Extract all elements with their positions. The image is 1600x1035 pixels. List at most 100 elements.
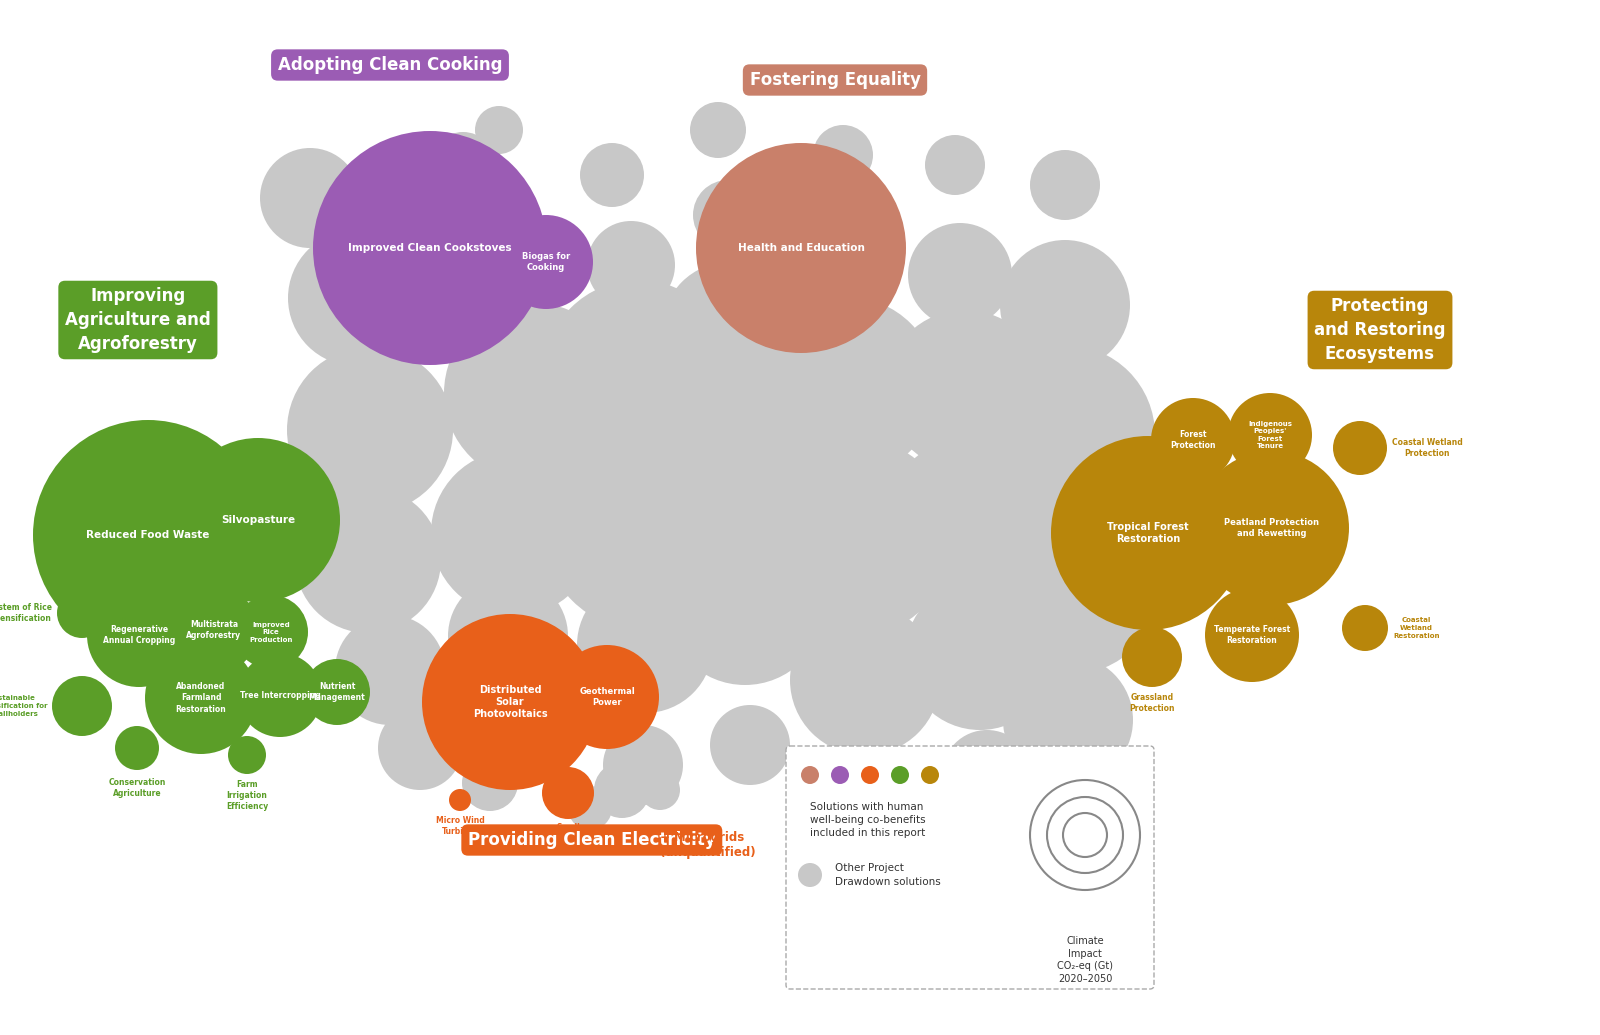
Text: Improved
Rice
Production: Improved Rice Production <box>250 621 293 643</box>
Text: Temperate Forest
Restoration: Temperate Forest Restoration <box>1214 625 1290 645</box>
FancyBboxPatch shape <box>786 746 1154 989</box>
Circle shape <box>568 786 611 830</box>
Text: Geothermal
Power: Geothermal Power <box>579 687 635 707</box>
Text: Fostering Equality: Fostering Equality <box>749 71 920 89</box>
Circle shape <box>304 659 370 724</box>
Circle shape <box>542 767 594 819</box>
Circle shape <box>238 653 322 737</box>
Circle shape <box>798 863 822 887</box>
Circle shape <box>314 131 547 365</box>
Circle shape <box>922 766 939 783</box>
Circle shape <box>973 485 1163 675</box>
Text: Silvopasture: Silvopasture <box>221 515 294 525</box>
Circle shape <box>1030 150 1101 220</box>
Text: Tree Intercropping: Tree Intercropping <box>240 690 320 700</box>
Circle shape <box>378 706 462 790</box>
Circle shape <box>587 221 675 309</box>
Circle shape <box>891 766 909 783</box>
Text: + Microgrids
(unquantified): + Microgrids (unquantified) <box>661 831 755 859</box>
Text: Health and Education: Health and Education <box>738 243 864 253</box>
Text: Improving
Agriculture and
Agroforestry: Improving Agriculture and Agroforestry <box>66 288 211 353</box>
Circle shape <box>974 345 1155 525</box>
Text: Nutrient
Management: Nutrient Management <box>309 682 365 702</box>
Text: Reduced Food Waste: Reduced Food Waste <box>86 530 210 540</box>
Circle shape <box>475 106 523 154</box>
Text: Improved Clean Cookstoves: Improved Clean Cookstoves <box>349 243 512 253</box>
Text: Forest
Protection: Forest Protection <box>1170 430 1216 450</box>
Circle shape <box>259 148 360 248</box>
Circle shape <box>662 262 798 398</box>
Circle shape <box>86 583 190 687</box>
Text: Coastal
Wetland
Restoration: Coastal Wetland Restoration <box>1394 618 1440 639</box>
Circle shape <box>294 487 442 633</box>
Circle shape <box>885 310 1045 470</box>
Circle shape <box>288 230 424 366</box>
Circle shape <box>638 367 834 563</box>
Text: Solutions with human
well-being co-benefits
included in this report: Solutions with human well-being co-benef… <box>810 802 926 838</box>
Circle shape <box>286 347 453 513</box>
Circle shape <box>1051 436 1245 630</box>
Circle shape <box>909 223 1013 327</box>
Text: Climate
Impact
CO₂-eq (Gt)
2020–2050: Climate Impact CO₂-eq (Gt) 2020–2050 <box>1058 937 1114 983</box>
Circle shape <box>1000 240 1130 369</box>
Text: Protecting
and Restoring
Ecosystems: Protecting and Restoring Ecosystems <box>1314 297 1446 362</box>
Circle shape <box>1150 398 1235 482</box>
Circle shape <box>334 615 445 724</box>
Circle shape <box>640 770 680 810</box>
Text: Abandoned
Farmland
Restoration: Abandoned Farmland Restoration <box>176 682 226 713</box>
Circle shape <box>1205 588 1299 682</box>
Circle shape <box>229 736 266 774</box>
Circle shape <box>542 430 742 630</box>
Circle shape <box>757 297 938 477</box>
Circle shape <box>594 762 650 818</box>
Circle shape <box>445 303 624 483</box>
Text: Farm
Irrigation
Efficiency: Farm Irrigation Efficiency <box>226 780 269 811</box>
Text: Micro Wind
Turbines: Micro Wind Turbines <box>435 816 485 836</box>
Circle shape <box>115 726 158 770</box>
Circle shape <box>176 438 339 602</box>
Circle shape <box>51 676 112 736</box>
Circle shape <box>1342 605 1389 651</box>
Circle shape <box>696 143 906 353</box>
Text: Multistrata
Agroforestry: Multistrata Agroforestry <box>187 620 242 640</box>
Circle shape <box>1003 655 1133 785</box>
Text: Indigenous
Peoples'
Forest
Tenure: Indigenous Peoples' Forest Tenure <box>1248 421 1293 449</box>
Circle shape <box>1030 785 1101 855</box>
Circle shape <box>448 576 568 696</box>
Circle shape <box>555 645 659 749</box>
Circle shape <box>754 437 954 637</box>
Circle shape <box>830 766 850 783</box>
Circle shape <box>832 752 909 828</box>
Circle shape <box>1122 627 1182 687</box>
Text: Distributed
Solar
Photovoltaics: Distributed Solar Photovoltaics <box>472 684 547 719</box>
Circle shape <box>942 730 1032 820</box>
Circle shape <box>422 614 598 790</box>
Circle shape <box>925 135 986 195</box>
Circle shape <box>885 435 1066 615</box>
Circle shape <box>430 450 597 616</box>
Text: Peatland Protection
and Rewetting: Peatland Protection and Rewetting <box>1224 518 1320 538</box>
Circle shape <box>690 102 746 158</box>
Text: Regenerative
Annual Cropping: Regenerative Annual Cropping <box>102 625 174 645</box>
Text: Adopting Clean Cooking: Adopting Clean Cooking <box>278 56 502 73</box>
Text: Grassland
Protection: Grassland Protection <box>1130 693 1174 713</box>
Text: Biogas for
Cooking: Biogas for Cooking <box>522 252 570 272</box>
Circle shape <box>499 215 594 309</box>
Circle shape <box>34 420 262 650</box>
Circle shape <box>58 588 107 638</box>
Circle shape <box>1229 393 1312 477</box>
Circle shape <box>579 143 643 207</box>
Circle shape <box>603 724 683 805</box>
Circle shape <box>861 766 878 783</box>
Text: Tropical Forest
Restoration: Tropical Forest Restoration <box>1107 522 1189 544</box>
Circle shape <box>542 280 733 470</box>
Circle shape <box>234 595 307 669</box>
Text: Conservation
Agriculture: Conservation Agriculture <box>109 778 166 798</box>
Circle shape <box>430 132 496 198</box>
Circle shape <box>1333 421 1387 475</box>
Text: Providing Clean Electricity: Providing Clean Electricity <box>467 831 715 849</box>
Circle shape <box>462 755 518 811</box>
Circle shape <box>146 642 258 755</box>
Circle shape <box>666 525 826 685</box>
Circle shape <box>790 605 941 755</box>
